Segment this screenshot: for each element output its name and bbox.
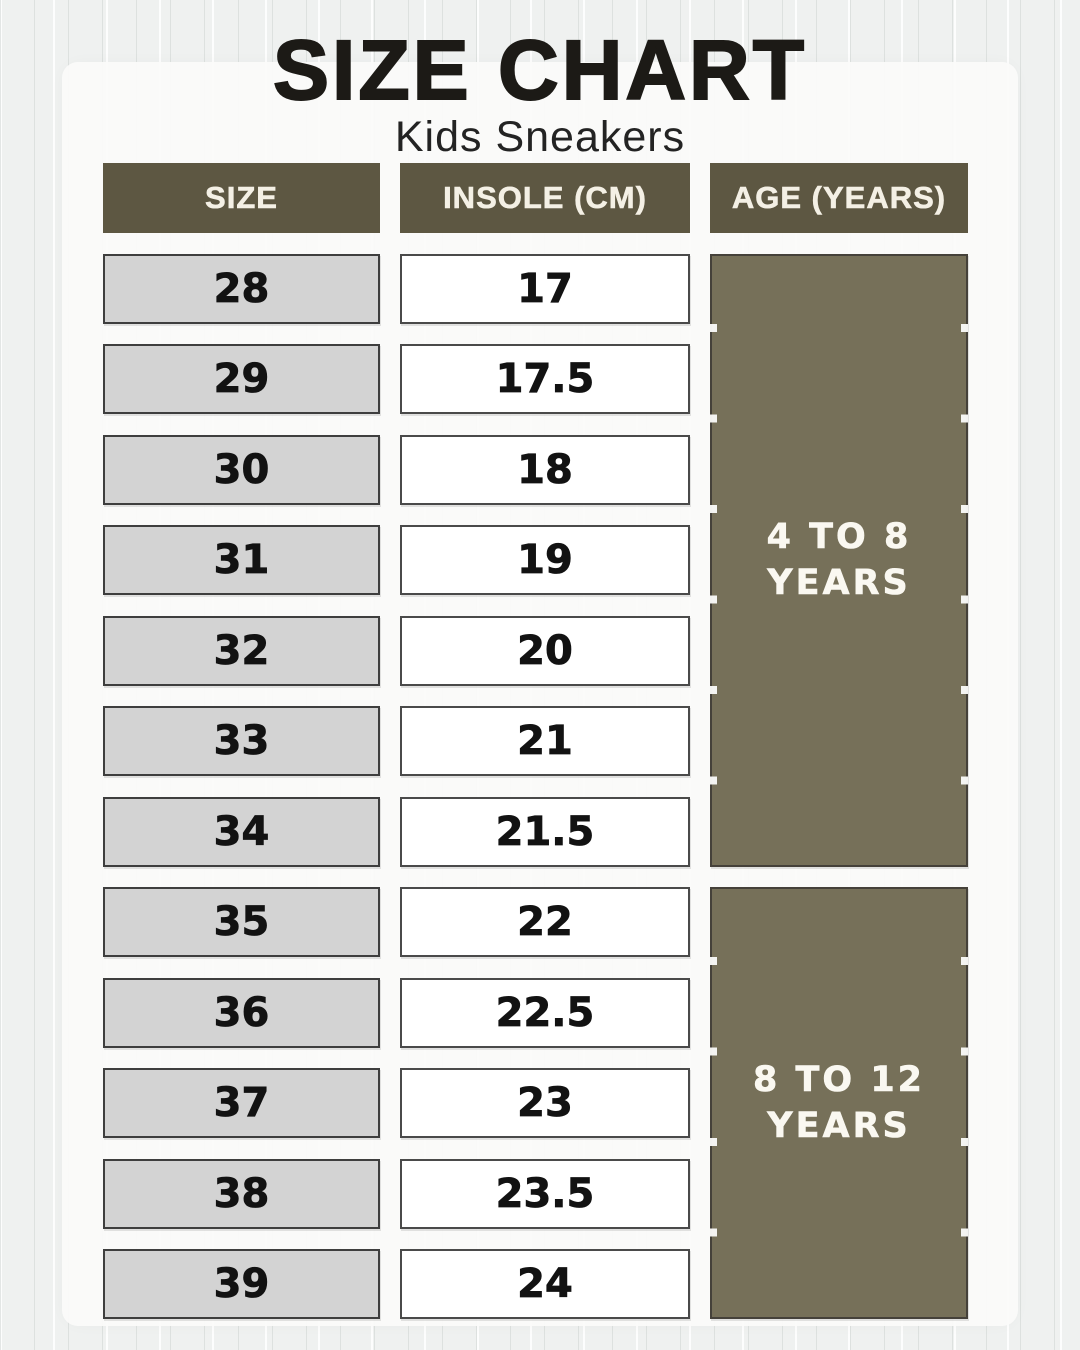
age-row-divider-ticks-right (961, 957, 968, 1313)
age-group-label-line2: YEARS (767, 1106, 911, 1147)
size-cell: 35 (103, 887, 380, 957)
size-cell: 30 (103, 434, 380, 505)
size-cell: 37 (103, 1068, 380, 1138)
insole-cell: 23 (400, 1068, 690, 1138)
insole-cell: 18 (400, 434, 690, 505)
insole-cell: 21.5 (400, 796, 690, 867)
insole-cell: 21 (400, 706, 690, 776)
age-group-label-line1: 4 TO 8 (766, 516, 912, 558)
size-table: SIZE INSOLE (CM) AGE (YEARS) 28 17 29 17… (103, 163, 968, 1319)
insole-cell: 20 (400, 615, 690, 686)
size-cell: 34 (103, 796, 380, 867)
page-title: SIZE CHART (272, 23, 807, 117)
insole-cell: 22.5 (400, 977, 690, 1048)
insole-cell: 24 (400, 1249, 690, 1319)
size-cell: 36 (103, 977, 380, 1048)
age-group-cell: 4 TO 8 YEARS (710, 253, 968, 867)
age-group-cell: 8 TO 12 YEARS (710, 887, 968, 1319)
page-subtitle: Kids Sneakers (394, 113, 686, 161)
column-header-age: AGE (YEARS) (710, 163, 968, 233)
insole-cell: 17.5 (400, 344, 690, 414)
size-cell: 38 (103, 1158, 380, 1229)
column-header-insole: INSOLE (CM) (400, 163, 690, 233)
age-row-divider-ticks-right (961, 323, 968, 861)
insole-cell: 17 (400, 253, 690, 324)
insole-cell: 23.5 (400, 1158, 690, 1229)
size-cell: 32 (103, 615, 380, 686)
column-header-size: SIZE (103, 163, 380, 233)
insole-cell: 22 (400, 887, 690, 957)
insole-cell: 19 (400, 525, 690, 595)
age-group-label-line2: YEARS (767, 563, 911, 604)
size-cell: 31 (103, 525, 380, 595)
size-cell: 28 (103, 253, 380, 324)
size-cell: 39 (103, 1249, 380, 1319)
age-row-divider-ticks-left (710, 323, 717, 861)
age-row-divider-ticks-left (710, 957, 717, 1313)
age-group-label-line1: 8 TO 12 (752, 1059, 926, 1101)
size-cell: 29 (103, 344, 380, 414)
size-cell: 33 (103, 706, 380, 776)
